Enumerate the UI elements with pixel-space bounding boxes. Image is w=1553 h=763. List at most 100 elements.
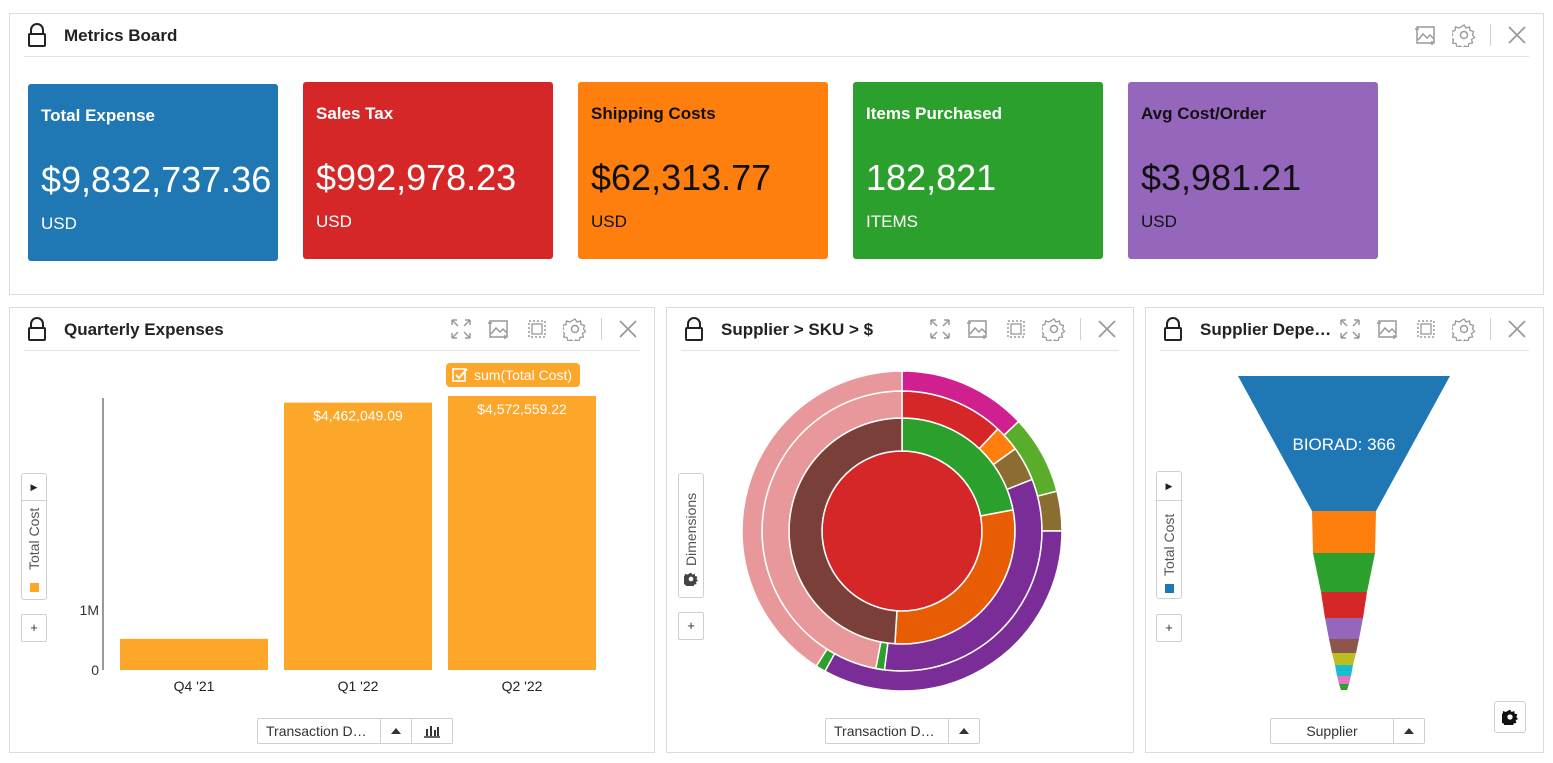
- supplier-sku-header: Supplier > SKU > $: [681, 308, 1119, 351]
- funnel-segment: [1337, 676, 1351, 684]
- dimension-select[interactable]: Transaction D…: [825, 718, 980, 744]
- add-measure-button[interactable]: +: [21, 614, 47, 642]
- kpi-title: Items Purchased: [866, 104, 1003, 123]
- select-area-icon[interactable]: [1414, 317, 1438, 341]
- dimensions-label: Dimensions: [683, 492, 699, 566]
- x-tick-label: Q2 '22: [502, 678, 543, 694]
- close-icon[interactable]: [1095, 317, 1119, 341]
- image-export-icon[interactable]: [966, 317, 990, 341]
- panel-title: Supplier Depe…: [1200, 320, 1332, 339]
- supplier-sku-panel: Supplier > SKU > $ Dimensions + Transact…: [666, 307, 1134, 753]
- x-tick-label: Q4 '21: [174, 678, 215, 694]
- bar: [120, 638, 268, 670]
- caret-right-icon[interactable]: ▶: [1157, 472, 1181, 501]
- metrics-board-panel: Metrics Board Total Expense $9,832,737.3…: [9, 13, 1544, 295]
- metrics-board-header: Metrics Board: [24, 14, 1529, 57]
- kpi-unit: USD: [316, 212, 352, 231]
- series-color-swatch: [1165, 584, 1174, 593]
- expand-icon[interactable]: [1338, 317, 1362, 341]
- funnel-segment: [1325, 618, 1363, 639]
- dimensions-tab[interactable]: Dimensions: [678, 473, 704, 598]
- funnel-segment: [1238, 376, 1450, 511]
- quarterly-expenses-header: Quarterly Expenses: [24, 308, 640, 351]
- quarterly-expenses-chart: 0 1M Q4 '21 Q1 '22 $4,462,049.09 Q2 '22 $4,572…: [80, 396, 596, 694]
- dimension-select[interactable]: Supplier: [1270, 718, 1425, 744]
- kpi-value: 182,821: [866, 157, 997, 198]
- caret-up-icon[interactable]: [380, 719, 411, 743]
- add-dimension-button[interactable]: +: [678, 612, 704, 640]
- kpi-card-shipping-costs[interactable]: Shipping Costs $62,313.77 USD: [578, 82, 828, 259]
- caret-right-icon[interactable]: ▶: [22, 474, 46, 501]
- lock-icon: [1164, 317, 1182, 341]
- y-tick-label: 1M: [80, 602, 99, 618]
- legend-badge[interactable]: sum(Total Cost): [446, 363, 581, 387]
- funnel-label: BIORAD: 366: [1293, 435, 1396, 454]
- sunburst-segment: [1036, 490, 1063, 532]
- gear-icon[interactable]: [684, 572, 698, 586]
- data-label: $4,572,559.22: [477, 401, 567, 417]
- bar: [448, 396, 596, 670]
- caret-up-icon[interactable]: [948, 719, 979, 743]
- kpi-card-avg-cost-order[interactable]: Avg Cost/Order $3,981.21 USD: [1128, 82, 1378, 259]
- funnel-segment: [1335, 665, 1353, 676]
- image-export-icon[interactable]: [1376, 317, 1400, 341]
- sunburst-segment: [821, 450, 983, 612]
- gear-icon[interactable]: [563, 317, 587, 341]
- chart-type-icon[interactable]: [411, 719, 452, 743]
- series-color-swatch: [30, 583, 39, 592]
- panel-title: Metrics Board: [64, 26, 178, 45]
- y-axis-label: Total Cost: [26, 507, 42, 570]
- image-export-icon[interactable]: [1414, 23, 1438, 47]
- supplier-sku-sunburst: [741, 370, 1063, 692]
- y-axis-label: Total Cost: [1161, 513, 1177, 576]
- expand-icon[interactable]: [928, 317, 952, 341]
- gear-icon[interactable]: [1042, 317, 1066, 341]
- y-axis-tab[interactable]: ▶ Total Cost: [1156, 471, 1182, 599]
- close-icon[interactable]: [616, 317, 640, 341]
- kpi-card-sales-tax[interactable]: Sales Tax $992,978.23 USD: [303, 82, 553, 259]
- supplier-dependency-panel: Supplier Depe… ▶ Total Cost + BIORAD: 36…: [1145, 307, 1544, 753]
- select-area-icon[interactable]: [1004, 317, 1028, 341]
- kpi-value: $9,832,737.36: [41, 159, 272, 200]
- lock-icon: [28, 317, 46, 341]
- kpi-title: Sales Tax: [316, 104, 394, 123]
- lock-icon: [28, 23, 46, 47]
- dimension-select-label: Transaction D…: [266, 723, 367, 739]
- x-tick-label: Q1 '22: [338, 678, 379, 694]
- select-area-icon[interactable]: [525, 317, 549, 341]
- kpi-value: $62,313.77: [591, 157, 772, 198]
- kpi-card-items-purchased[interactable]: Items Purchased 182,821 ITEMS: [853, 82, 1103, 259]
- add-measure-button[interactable]: +: [1156, 614, 1182, 642]
- supplier-funnel-chart: BIORAD: 366: [1238, 376, 1450, 690]
- supplier-dependency-header: Supplier Depe…: [1160, 308, 1529, 351]
- funnel-segment: [1329, 639, 1359, 653]
- chart-settings-button[interactable]: [1494, 701, 1526, 733]
- funnel-segment: [1313, 553, 1375, 592]
- gear-icon[interactable]: [1452, 317, 1476, 341]
- close-icon[interactable]: [1505, 23, 1529, 47]
- close-icon[interactable]: [1505, 317, 1529, 341]
- dimension-select[interactable]: Transaction D…: [257, 718, 453, 744]
- funnel-segment: [1312, 511, 1376, 553]
- dimension-select-label: Supplier: [1306, 723, 1358, 739]
- header-divider: [1080, 318, 1081, 340]
- kpi-value: $3,981.21: [1141, 157, 1302, 198]
- header-divider: [1490, 24, 1491, 46]
- y-axis-tab[interactable]: ▶ Total Cost: [21, 473, 47, 600]
- legend-label: sum(Total Cost): [474, 367, 573, 383]
- caret-up-icon[interactable]: [1393, 719, 1424, 743]
- gear-icon[interactable]: [1502, 709, 1518, 725]
- funnel-segment: [1339, 684, 1349, 690]
- checkbox-checked-icon[interactable]: [452, 367, 468, 383]
- kpi-title: Total Expense: [41, 106, 155, 125]
- kpi-card-total-expense[interactable]: Total Expense $9,832,737.36 USD: [28, 84, 278, 261]
- quarterly-expenses-panel: Quarterly Expenses ▶ Total Cost + 0 1M Q4 …: [9, 307, 655, 753]
- lock-icon: [685, 317, 703, 341]
- funnel-segment: [1321, 592, 1367, 618]
- panel-title: Quarterly Expenses: [64, 320, 224, 339]
- gear-icon[interactable]: [1452, 23, 1476, 47]
- expand-icon[interactable]: [449, 317, 473, 341]
- image-export-icon[interactable]: [487, 317, 511, 341]
- kpi-unit: ITEMS: [866, 212, 918, 231]
- header-divider: [601, 318, 602, 340]
